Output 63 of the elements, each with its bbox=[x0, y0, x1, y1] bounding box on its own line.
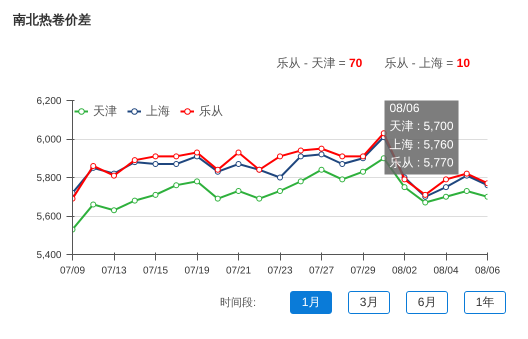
point bbox=[277, 174, 283, 180]
point bbox=[422, 200, 428, 206]
y-tick-label: 5,400 bbox=[36, 250, 62, 261]
point bbox=[360, 168, 366, 175]
point bbox=[152, 161, 158, 168]
text: 时间段: bbox=[220, 297, 256, 309]
y-tick-label: 5,800 bbox=[36, 173, 62, 184]
chart-title: 南北热卷价差 bbox=[13, 11, 91, 29]
text: 6月 bbox=[406, 291, 448, 314]
point bbox=[298, 153, 304, 160]
point bbox=[236, 161, 242, 168]
point bbox=[111, 207, 117, 214]
point bbox=[132, 198, 138, 204]
point bbox=[173, 182, 180, 188]
point bbox=[464, 188, 470, 194]
text: 乐从 - 上海 = 10 bbox=[384, 56, 470, 70]
text: 乐从 - 天津 = 70 bbox=[276, 56, 362, 70]
point bbox=[90, 201, 96, 208]
point bbox=[298, 148, 304, 154]
x-tick-label: 08/06 bbox=[474, 266, 500, 276]
text: 1年 bbox=[464, 291, 506, 314]
text: 3月 bbox=[348, 291, 390, 314]
point bbox=[298, 178, 304, 184]
text: 1月 bbox=[290, 291, 332, 314]
point bbox=[339, 153, 346, 160]
point bbox=[236, 188, 242, 194]
x-tick-label: 07/21 bbox=[226, 266, 252, 276]
x-tick-label: 07/27 bbox=[308, 266, 334, 276]
legend-label: 上海 bbox=[146, 102, 170, 120]
point bbox=[318, 166, 324, 173]
point bbox=[173, 153, 180, 160]
x-tick-label: 07/13 bbox=[101, 266, 127, 276]
x-tick-label: 07/19 bbox=[184, 266, 210, 276]
point bbox=[256, 196, 262, 202]
legend-label: 天津 bbox=[93, 102, 117, 120]
point bbox=[443, 176, 449, 182]
point bbox=[443, 194, 449, 200]
x-tick-label: 07/23 bbox=[267, 266, 293, 276]
y-tick-label: 6,200 bbox=[36, 96, 62, 107]
point bbox=[152, 153, 158, 160]
point bbox=[318, 146, 324, 152]
point bbox=[152, 192, 158, 198]
point bbox=[236, 149, 242, 156]
point bbox=[443, 184, 449, 190]
point bbox=[318, 151, 324, 158]
x-tick-label: 08/04 bbox=[433, 266, 459, 276]
point bbox=[402, 184, 408, 190]
y-tick-label: 5,600 bbox=[36, 212, 62, 222]
y-tick-label: 6,000 bbox=[36, 134, 62, 146]
annotation: 08/06 天津 : 5,700 上海 : 5,760 乐从 : 5,770 bbox=[390, 100, 454, 170]
point bbox=[339, 161, 346, 168]
point bbox=[214, 196, 221, 202]
x-tick-label: 08/02 bbox=[392, 266, 418, 276]
point bbox=[277, 188, 283, 194]
point bbox=[194, 149, 200, 156]
point bbox=[277, 153, 283, 160]
x-tick-label: 07/29 bbox=[350, 266, 376, 276]
point bbox=[173, 161, 180, 168]
x-tick-label: 07/09 bbox=[60, 266, 86, 276]
point bbox=[339, 176, 346, 182]
point bbox=[194, 178, 200, 184]
x-tick-label: 07/15 bbox=[142, 266, 168, 276]
legend-label: 乐从 bbox=[199, 102, 223, 120]
